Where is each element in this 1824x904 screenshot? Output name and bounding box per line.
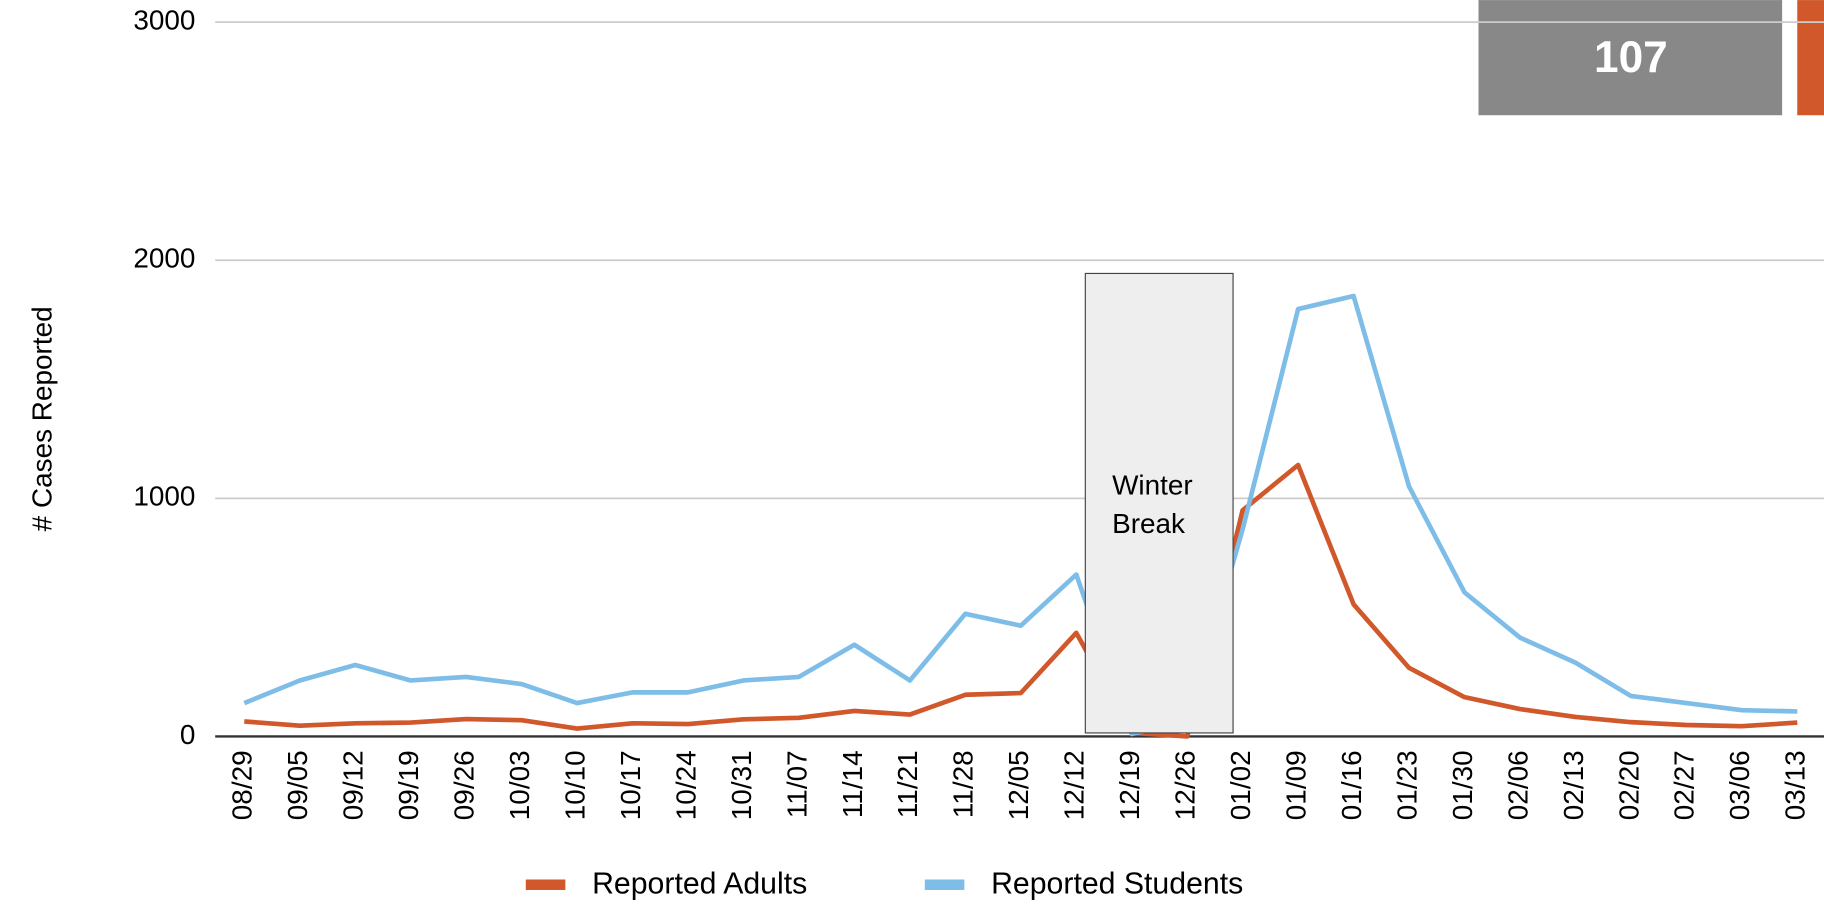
- x-tick-label: 01/02: [1225, 750, 1256, 820]
- badge-accent: [1797, 0, 1824, 116]
- x-tick-label: 08/29: [227, 750, 258, 820]
- legend-label: Reported Adults: [592, 867, 807, 900]
- y-tick-label: 0: [180, 719, 196, 750]
- x-tick-label: 01/30: [1447, 750, 1478, 820]
- legend-swatch: [525, 879, 566, 890]
- x-tick-label: 09/05: [282, 750, 313, 820]
- x-tick-label: 01/23: [1391, 750, 1422, 820]
- series-line: [244, 462, 1798, 739]
- x-tick-label: 09/26: [449, 750, 480, 820]
- x-tick-label: 03/13: [1780, 750, 1811, 820]
- x-tick-label: 11/14: [837, 750, 868, 818]
- x-tick-label: 10/10: [559, 750, 590, 820]
- y-axis-label: # Cases Reported: [27, 306, 58, 531]
- x-tick-label: 02/27: [1669, 750, 1700, 820]
- x-tick-label: 02/13: [1558, 750, 1589, 820]
- x-ticks: 08/29 09/05 09/12 09/19 09/26 10/03 10/10 10/17…: [227, 750, 1811, 820]
- legend: Reported Adults Reported Students: [525, 867, 1243, 900]
- x-tick-label: 10/24: [670, 750, 701, 820]
- x-tick-label: 11/07: [781, 750, 812, 818]
- y-tick-label: 2000: [133, 243, 195, 274]
- x-tick-label: 03/06: [1724, 750, 1755, 820]
- x-tick-label: 11/21: [892, 750, 923, 818]
- legend-swatch: [924, 879, 965, 890]
- badge-number: 107: [1594, 33, 1668, 82]
- x-tick-label: 01/16: [1336, 750, 1367, 820]
- x-tick-label: 12/12: [1059, 750, 1090, 820]
- y-tick-label: 3000: [133, 5, 195, 36]
- x-tick-label: 12/05: [1003, 750, 1034, 820]
- badge-box: [1478, 0, 1783, 116]
- x-tick-label: 10/31: [726, 750, 757, 820]
- lines: [243, 293, 1798, 739]
- x-tick-label: 09/19: [393, 750, 424, 820]
- x-tick-label: 09/12: [338, 750, 369, 820]
- y-tick-label: 1000: [133, 481, 195, 512]
- x-tick-label: 11/28: [948, 750, 979, 818]
- annotation-text: Winter Break: [1112, 469, 1193, 538]
- annotation: Winter Break: [1084, 272, 1234, 734]
- grid: 0 1000 2000 3000: [133, 5, 1824, 750]
- series-line: [243, 293, 1798, 737]
- x-tick-label: 12/19: [1114, 750, 1145, 820]
- legend-label: Reported Students: [991, 867, 1243, 900]
- x-tick-label: 10/03: [504, 750, 535, 820]
- x-tick-label: 10/17: [615, 750, 646, 820]
- x-tick-label: 01/09: [1280, 750, 1311, 820]
- x-tick-label: 02/20: [1613, 750, 1644, 820]
- annotation-box: [1084, 272, 1234, 734]
- x-tick-label: 02/06: [1502, 750, 1533, 820]
- x-tick-label: 12/26: [1170, 750, 1201, 820]
